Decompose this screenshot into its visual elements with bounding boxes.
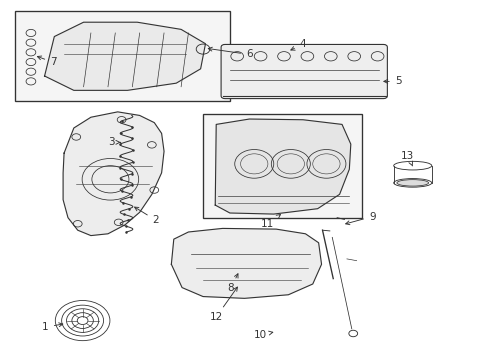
Text: 13: 13	[401, 150, 414, 166]
Polygon shape	[215, 119, 350, 214]
FancyBboxPatch shape	[221, 44, 386, 99]
Text: 4: 4	[290, 40, 305, 50]
Text: 9: 9	[345, 212, 375, 225]
Text: 8: 8	[227, 274, 238, 293]
Text: 11: 11	[261, 215, 280, 229]
Text: 2: 2	[134, 207, 159, 225]
Bar	[203, 114, 361, 218]
Ellipse shape	[396, 180, 427, 186]
Polygon shape	[171, 228, 321, 298]
Text: 7: 7	[37, 56, 57, 67]
Text: 1: 1	[42, 322, 62, 332]
Text: 5: 5	[383, 76, 401, 86]
Polygon shape	[63, 112, 163, 235]
Text: 3: 3	[108, 138, 121, 147]
Text: 10: 10	[253, 330, 272, 340]
Text: 12: 12	[209, 287, 237, 322]
Polygon shape	[44, 22, 205, 90]
Text: 6: 6	[208, 47, 252, 59]
Bar	[15, 12, 229, 101]
